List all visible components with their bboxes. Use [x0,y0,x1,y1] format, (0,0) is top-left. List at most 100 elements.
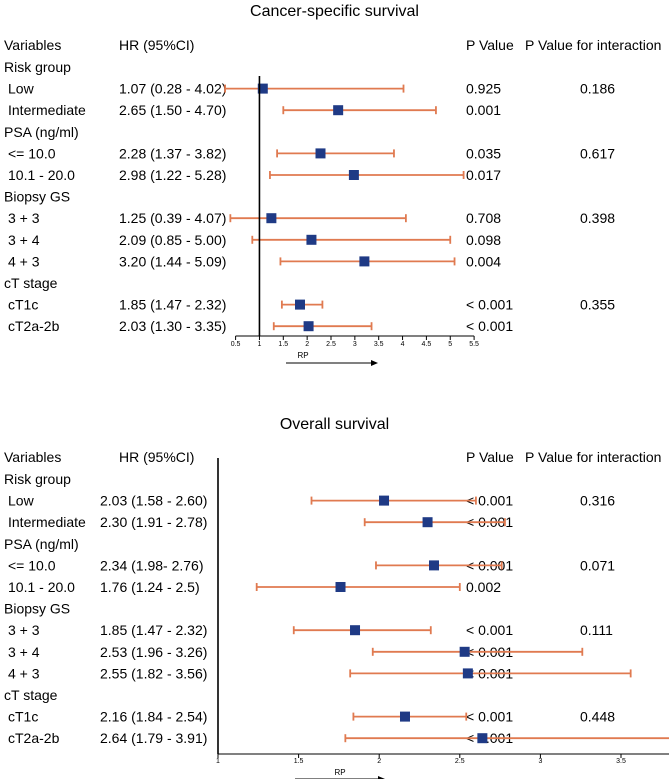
row-p-value: 0.002 [466,579,501,595]
row-label: cT2a-2b [8,318,60,334]
row-hr-ci: 2.03 (1.58 - 2.60) [100,493,207,509]
hr-marker [477,733,488,744]
hr-marker [429,560,440,571]
row-label: cT1c [8,297,38,313]
header-hr: HR (95%CI) [119,449,194,465]
row-p-value: 0.035 [466,145,501,161]
x-tick-label: 3 [353,341,357,348]
row-label: <= 10.0 [8,145,56,161]
row-hr-ci: 2.28 (1.37 - 3.82) [119,145,226,161]
header-variables: Variables [4,37,61,53]
row-p-interaction: 0.448 [580,709,615,725]
hr-marker [359,256,370,267]
hr-marker [315,148,326,159]
row-p-value: 0.098 [466,232,501,248]
hr-marker [348,170,359,180]
chart-title: Overall survival [280,416,389,433]
row-label: Intermediate [8,102,86,118]
hr-marker [306,234,317,245]
hr-marker [350,625,361,636]
hr-marker [399,711,410,722]
x-tick-label: 2.5 [326,341,336,348]
hr-marker [379,495,390,506]
x-tick-label: 2.5 [455,758,465,765]
row-hr-ci: 1.25 (0.39 - 4.07) [119,210,226,226]
chart-title: Cancer-specific survival [250,3,419,20]
row-label: 4 + 3 [8,253,40,269]
x-tick-label: 3.5 [374,341,384,348]
row-label: cT1c [8,709,38,725]
row-p-value: < 0.001 [466,297,513,313]
header-p-interaction: P Value for interaction [525,449,661,465]
group-label: PSA (ng/ml) [4,536,79,552]
row-p-value: 0.708 [466,210,501,226]
row-hr-ci: 2.30 (1.91 - 2.78) [100,514,207,530]
row-hr-ci: 1.85 (1.47 - 2.32) [119,297,226,313]
row-label: 10.1 - 20.0 [8,167,75,183]
x-tick-label: 4.5 [422,341,432,348]
row-p-value: < 0.001 [466,622,513,638]
hr-marker [422,517,433,528]
row-label: Low [8,81,35,97]
x-tick-label: 1 [257,341,261,348]
x-tick-label: 4 [401,341,405,348]
row-hr-ci: 1.76 (1.24 - 2.5) [100,579,200,595]
x-axis-arrow-head [378,776,385,779]
row-label: <= 10.0 [8,557,56,573]
row-hr-ci: 2.16 (1.84 - 2.54) [100,709,207,725]
hr-marker [459,646,470,657]
group-label: PSA (ng/ml) [4,124,79,140]
header-p-value: P Value [466,37,514,53]
row-label: 10.1 - 20.0 [8,579,75,595]
row-hr-ci: 1.85 (1.47 - 2.32) [100,622,207,638]
row-p-interaction: 0.316 [580,493,615,509]
row-hr-ci: 2.34 (1.98- 2.76) [100,557,204,573]
hr-marker [266,213,277,224]
row-p-value: 0.004 [466,253,501,269]
row-p-interaction: 0.071 [580,557,615,573]
row-label: 4 + 3 [8,665,40,681]
row-p-value: < 0.001 [466,709,513,725]
row-hr-ci: 2.55 (1.82 - 3.56) [100,665,207,681]
group-label: cT stage [4,687,58,703]
x-axis-label: RP [334,768,345,777]
group-label: Risk group [4,471,71,487]
x-tick-label: 5 [448,341,452,348]
row-hr-ci: 2.64 (1.79 - 3.91) [100,730,207,746]
hr-marker [333,105,344,116]
header-p-interaction: P Value for interaction [525,37,661,53]
x-tick-label: 0.5 [231,341,241,348]
row-p-interaction: 0.111 [580,622,613,638]
x-axis-label: RP [297,351,308,360]
x-tick-label: 1 [216,758,220,765]
row-label: 3 + 4 [8,644,40,660]
x-tick-label: 1.5 [278,341,288,348]
row-hr-ci: 1.07 (0.28 - 4.02) [119,81,226,97]
x-tick-label: 2 [377,758,381,765]
forest-panel-cancer-specific: Cancer-specific survival Variables HR (95%… [4,3,661,366]
row-label: 3 + 3 [8,622,40,638]
row-hr-ci: 2.03 (1.30 - 3.35) [119,318,226,334]
hr-marker [335,582,346,592]
header-variables: Variables [4,449,61,465]
x-tick-label: 5.5 [469,341,479,348]
group-label: Biopsy GS [4,601,70,617]
row-hr-ci: 2.53 (1.96 - 3.26) [100,644,207,660]
row-hr-ci: 2.09 (0.85 - 5.00) [119,232,226,248]
row-label: cT2a-2b [8,730,60,746]
row-p-value: 0.001 [466,102,501,118]
x-tick-label: 3.5 [616,758,626,765]
hr-marker [257,83,268,94]
row-p-interaction: 0.186 [580,81,615,97]
x-tick-label: 2 [305,341,309,348]
row-hr-ci: 2.65 (1.50 - 4.70) [119,102,226,118]
group-label: cT stage [4,275,58,291]
x-tick-label: 1.5 [294,758,304,765]
group-label: Risk group [4,59,71,75]
row-hr-ci: 3.20 (1.44 - 5.09) [119,253,226,269]
row-p-interaction: 0.617 [580,145,615,161]
row-label: 3 + 3 [8,210,40,226]
row-label: 3 + 4 [8,232,40,248]
row-p-value: 0.017 [466,167,501,183]
